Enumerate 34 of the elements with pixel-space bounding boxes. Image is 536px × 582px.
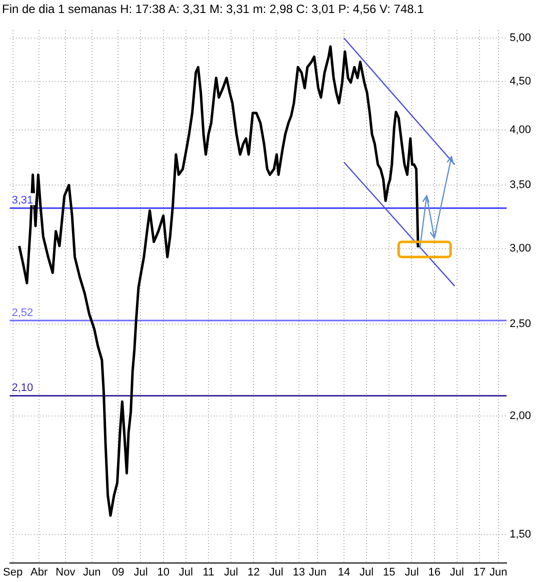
y-tick-label: 4,50 bbox=[510, 76, 532, 88]
x-tick-label: Abr bbox=[30, 566, 48, 578]
ref-line-label: 3,31 bbox=[12, 194, 34, 207]
x-tick-label: Jul bbox=[224, 566, 238, 578]
y-tick-label: 3,00 bbox=[510, 242, 532, 255]
x-tick-label: 10 bbox=[157, 566, 170, 578]
y-tick-label: 5,00 bbox=[510, 32, 532, 44]
x-tick-label: 16 bbox=[428, 566, 440, 578]
x-tick-label: Sep bbox=[2, 566, 23, 578]
y-tick-label: 2,00 bbox=[510, 410, 532, 422]
x-tick-label: Jul bbox=[269, 566, 284, 578]
x-tick-label: 17 bbox=[473, 566, 486, 578]
x-tick-label: 13 bbox=[292, 566, 305, 578]
x-tick-label: Jun bbox=[489, 566, 508, 578]
x-tick-label: Jun bbox=[82, 566, 101, 578]
chart-title: Fin de dia 1 semanas H: 17:38 A: 3,31 M: 3,31 m: 2,98 C: 3,01 P: 4,56 V: 748.1 bbox=[1, 1, 425, 18]
x-tick-label: Jul bbox=[134, 566, 148, 578]
y-tick-label: 3,50 bbox=[510, 179, 532, 192]
x-tick-label: Jul bbox=[360, 566, 374, 578]
x-tick-label: 09 bbox=[112, 566, 124, 578]
y-tick-label: 2,50 bbox=[510, 318, 532, 330]
x-tick-label: Nov bbox=[56, 566, 76, 578]
x-tick-label: Jul bbox=[450, 566, 464, 578]
x-tick-label: Jul bbox=[404, 566, 419, 578]
y-tick-label: 1,50 bbox=[510, 528, 532, 540]
x-tick-label: 11 bbox=[202, 566, 214, 578]
y-tick-label: 4,00 bbox=[510, 124, 532, 136]
ref-line-label: 2,52 bbox=[12, 307, 34, 320]
ref-line-label: 2,10 bbox=[12, 382, 34, 394]
x-tick-label: 12 bbox=[248, 566, 260, 578]
x-tick-label: Jun bbox=[308, 566, 327, 578]
x-tick-label: 14 bbox=[338, 566, 350, 578]
x-tick-label: 15 bbox=[383, 566, 396, 578]
x-tick-label: Jul bbox=[178, 566, 193, 578]
